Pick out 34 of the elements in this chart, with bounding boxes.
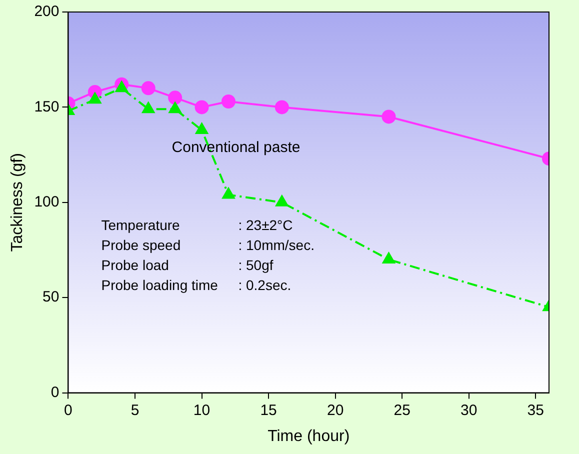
y-tick-label: 100 bbox=[34, 194, 60, 211]
y-tick-label: 150 bbox=[34, 98, 60, 116]
x-tick-label: 30 bbox=[460, 402, 478, 419]
y-tick-label: 50 bbox=[42, 288, 60, 306]
x-tick-label: 0 bbox=[64, 402, 72, 419]
point bbox=[222, 188, 235, 199]
text: Probe loading time : 0.2sec. bbox=[101, 277, 292, 293]
x-tick-label: 10 bbox=[193, 402, 210, 419]
x-tick-label: 35 bbox=[527, 402, 544, 419]
x-axis-title: Time (hour) bbox=[268, 428, 350, 445]
x-tick-label: 5 bbox=[130, 402, 140, 419]
x-tick-label: 20 bbox=[326, 402, 344, 419]
point bbox=[141, 81, 156, 96]
text: Probe load : 50gf bbox=[101, 257, 274, 273]
x-tick-label: 25 bbox=[394, 402, 410, 419]
point bbox=[142, 102, 155, 114]
point bbox=[168, 102, 182, 114]
point bbox=[276, 195, 288, 206]
point bbox=[382, 110, 396, 124]
y-tick-label: 0 bbox=[50, 384, 60, 401]
point bbox=[274, 100, 289, 114]
y-tick-label: 200 bbox=[34, 3, 60, 20]
point bbox=[115, 81, 128, 92]
y-axis-title: Tackiness (gf) bbox=[9, 153, 26, 252]
point bbox=[168, 90, 182, 105]
point bbox=[88, 92, 102, 104]
x-tick-label: 15 bbox=[260, 402, 277, 419]
text: Conventional paste bbox=[172, 139, 300, 156]
text: Temperature : 23±2°C bbox=[101, 217, 293, 233]
point bbox=[382, 252, 395, 264]
text: Probe speed : 10mm/sec. bbox=[101, 237, 314, 253]
point bbox=[221, 94, 236, 108]
point bbox=[196, 123, 208, 134]
point bbox=[194, 100, 209, 114]
